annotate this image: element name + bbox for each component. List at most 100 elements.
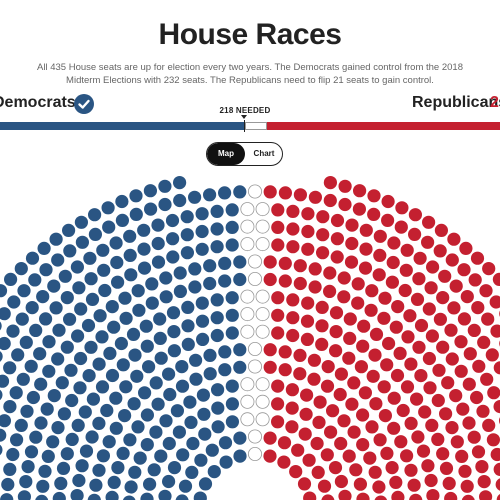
undecided-seat[interactable] (255, 289, 270, 304)
democrat-seat[interactable] (186, 436, 200, 451)
republican-seat[interactable] (482, 262, 496, 276)
democrat-seat[interactable] (6, 324, 20, 338)
republican-seat[interactable] (366, 369, 380, 383)
republican-seat[interactable] (263, 272, 277, 287)
undecided-seat[interactable] (247, 429, 262, 444)
democrat-seat[interactable] (35, 494, 49, 500)
republican-seat[interactable] (378, 291, 392, 305)
democrat-seat[interactable] (158, 179, 172, 193)
democrat-seat[interactable] (145, 296, 159, 310)
republican-seat[interactable] (387, 236, 401, 250)
democrat-seat[interactable] (189, 353, 203, 367)
democrat-seat[interactable] (203, 367, 217, 381)
republican-seat[interactable] (344, 255, 359, 269)
republican-seat[interactable] (493, 361, 500, 375)
democrat-seat[interactable] (49, 232, 63, 246)
democrat-seat[interactable] (178, 479, 193, 493)
republican-seat[interactable] (441, 376, 455, 390)
democrat-seat[interactable] (26, 390, 40, 405)
democrat-seat[interactable] (130, 369, 144, 383)
democrat-seat[interactable] (82, 369, 96, 383)
republican-seat[interactable] (381, 194, 395, 209)
republican-seat[interactable] (490, 447, 500, 462)
republican-seat[interactable] (487, 386, 500, 400)
republican-seat[interactable] (400, 243, 414, 257)
republican-seat[interactable] (337, 414, 351, 428)
democrat-seat[interactable] (137, 223, 151, 237)
republican-seat[interactable] (460, 290, 474, 304)
democrat-seat[interactable] (70, 260, 84, 274)
democrat-seat[interactable] (119, 380, 133, 394)
democrat-seat[interactable] (107, 475, 121, 489)
republican-seat[interactable] (439, 461, 454, 475)
republican-seat[interactable] (426, 260, 440, 274)
republican-seat[interactable] (271, 238, 285, 252)
democrat-seat[interactable] (195, 207, 209, 221)
democrat-seat[interactable] (38, 464, 52, 478)
republican-seat[interactable] (323, 193, 337, 208)
republican-seat[interactable] (330, 213, 345, 228)
democrat-seat[interactable] (189, 372, 203, 386)
republican-seat[interactable] (271, 397, 285, 411)
republican-seat[interactable] (271, 308, 285, 322)
republican-seat[interactable] (286, 293, 300, 307)
undecided-seat[interactable] (255, 219, 270, 234)
republican-seat[interactable] (410, 292, 425, 306)
democrat-seat[interactable] (123, 248, 137, 262)
republican-seat[interactable] (449, 279, 463, 293)
democrat-seat[interactable] (172, 425, 186, 439)
democrat-seat[interactable] (211, 420, 225, 434)
republican-seat[interactable] (395, 201, 409, 215)
republican-seat[interactable] (495, 478, 500, 491)
democrat-seat[interactable] (159, 290, 173, 304)
democrat-seat[interactable] (46, 435, 60, 449)
democrat-seat[interactable] (88, 227, 102, 241)
democrat-seat[interactable] (225, 397, 239, 411)
democrat-seat[interactable] (233, 272, 247, 287)
republican-seat[interactable] (493, 400, 500, 414)
republican-seat[interactable] (343, 331, 357, 345)
republican-seat[interactable] (323, 284, 337, 298)
democrat-seat[interactable] (116, 358, 130, 372)
republican-seat[interactable] (389, 475, 403, 489)
republican-seat[interactable] (316, 228, 330, 242)
democrat-seat[interactable] (65, 393, 79, 408)
democrat-seat[interactable] (198, 427, 212, 441)
democrat-seat[interactable] (188, 280, 202, 294)
republican-seat[interactable] (436, 447, 450, 461)
republican-seat[interactable] (445, 352, 459, 366)
democrat-seat[interactable] (78, 405, 92, 419)
democrat-seat[interactable] (162, 474, 176, 489)
republican-seat[interactable] (470, 390, 484, 405)
republican-seat[interactable] (359, 223, 373, 237)
republican-seat[interactable] (408, 227, 422, 241)
republican-seat[interactable] (354, 360, 368, 374)
democrat-seat[interactable] (180, 210, 194, 224)
democrat-seat[interactable] (92, 463, 106, 477)
democrat-seat[interactable] (195, 314, 210, 328)
republican-seat[interactable] (353, 184, 367, 198)
view-toggle[interactable]: Map Chart (206, 142, 283, 166)
republican-seat[interactable] (457, 312, 471, 326)
democrat-seat[interactable] (219, 455, 233, 469)
democrat-seat[interactable] (34, 416, 48, 430)
republican-seat[interactable] (356, 438, 370, 452)
republican-seat[interactable] (285, 383, 299, 397)
republican-seat[interactable] (300, 332, 314, 346)
republican-seat[interactable] (477, 335, 491, 349)
democrat-seat[interactable] (124, 268, 138, 282)
democrat-seat[interactable] (114, 336, 128, 351)
republican-seat[interactable] (342, 351, 356, 365)
democrat-seat[interactable] (51, 421, 65, 435)
republican-seat[interactable] (315, 337, 329, 351)
democrat-seat[interactable] (218, 256, 232, 270)
republican-seat[interactable] (485, 348, 499, 362)
republican-seat[interactable] (463, 347, 477, 361)
republican-seat[interactable] (454, 335, 468, 349)
republican-seat[interactable] (303, 491, 317, 500)
democrat-seat[interactable] (0, 388, 3, 401)
democrat-seat[interactable] (140, 339, 154, 353)
democrat-seat[interactable] (29, 430, 43, 444)
republican-seat[interactable] (337, 271, 351, 285)
republican-seat[interactable] (300, 314, 315, 328)
